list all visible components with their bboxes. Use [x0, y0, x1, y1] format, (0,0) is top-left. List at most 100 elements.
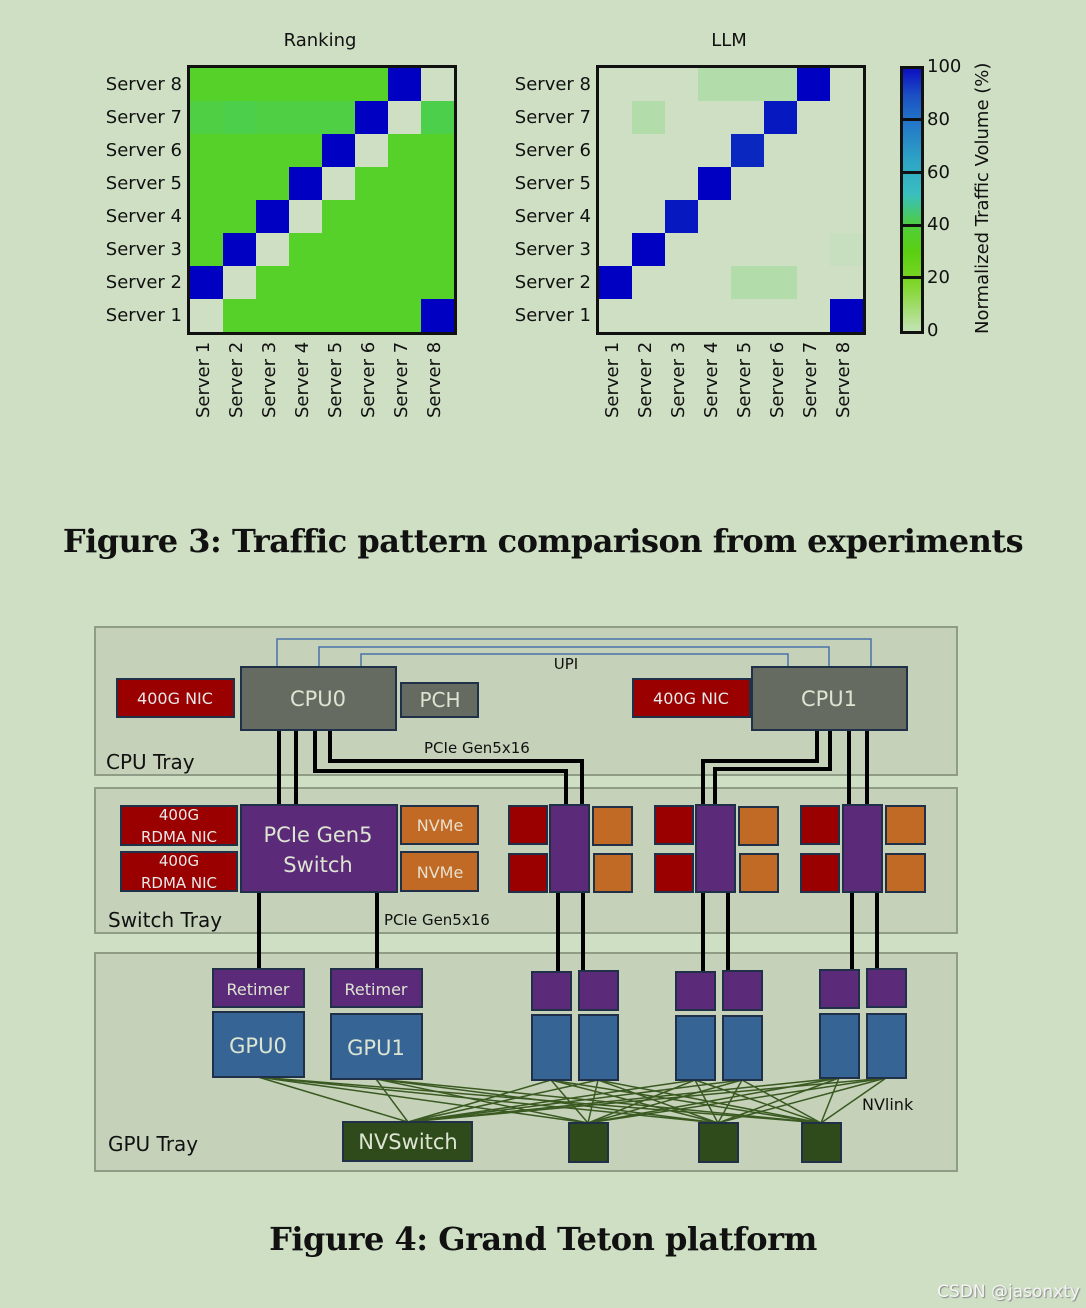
pch — [400, 682, 479, 718]
svg-text:CPU1: CPU1 — [801, 687, 857, 711]
heatmap-cell — [256, 299, 289, 332]
heatmap-cell — [698, 167, 731, 200]
heatmap-cell — [698, 101, 731, 134]
heatmap-cell — [599, 200, 632, 233]
colorbar — [900, 66, 924, 334]
heatmap-cell — [731, 299, 764, 332]
heatmap-cell — [665, 167, 698, 200]
svg-text:NVSwitch: NVSwitch — [358, 1130, 458, 1154]
svg-text:400G NIC: 400G NIC — [653, 689, 729, 708]
svg-text:Retimer: Retimer — [227, 980, 290, 999]
y-axis-label: Server 7 — [514, 107, 591, 128]
y-axis-label: Server 3 — [514, 239, 591, 260]
heatmap-cell — [190, 134, 223, 167]
heatmap-cell — [256, 134, 289, 167]
heatmap-cell — [223, 299, 256, 332]
heatmap-cell — [731, 266, 764, 299]
heatmap-cell — [830, 68, 863, 101]
svg-text:NVMe: NVMe — [417, 816, 464, 835]
heatmap-cell — [256, 68, 289, 101]
heatmap-cell — [388, 299, 421, 332]
heatmap-cell — [698, 68, 731, 101]
heatmap-cell — [289, 266, 322, 299]
heatmap-cell — [421, 167, 454, 200]
svg-text:400G NIC: 400G NIC — [137, 689, 213, 708]
svg-text:400G: 400G — [159, 852, 199, 870]
heatmap-cell — [421, 101, 454, 134]
heatmap-cell — [632, 200, 665, 233]
nic-1 — [632, 678, 751, 718]
ranking-title: Ranking — [283, 30, 357, 51]
heatmap-cell — [665, 200, 698, 233]
heatmap-cell — [421, 233, 454, 266]
heatmap-cell — [830, 233, 863, 266]
heatmap-cell — [322, 68, 355, 101]
heatmap-cell — [665, 233, 698, 266]
heatmap-cell — [223, 101, 256, 134]
colorbar-label-60: 60 — [927, 162, 950, 183]
heatmap-cell — [223, 200, 256, 233]
heatmap-cell — [665, 266, 698, 299]
heatmap-cell — [421, 266, 454, 299]
heatmap-cell — [355, 233, 388, 266]
heatmap-cell — [388, 101, 421, 134]
heatmap-cell — [764, 101, 797, 134]
gpu0 — [212, 1011, 305, 1078]
heatmap-cell — [764, 68, 797, 101]
heatmap-cell — [764, 167, 797, 200]
svg-text:NVMe: NVMe — [417, 863, 464, 882]
colorbar-label-0: 0 — [927, 320, 939, 341]
heatmap-cell — [599, 101, 632, 134]
heatmap-cell — [190, 101, 223, 134]
svg-text:Switch: Switch — [283, 853, 352, 877]
heatmap-cell — [322, 299, 355, 332]
heatmap-cell — [256, 200, 289, 233]
heatmap-cell — [797, 299, 830, 332]
heatmap-cell — [421, 299, 454, 332]
svg-text:GPU0: GPU0 — [229, 1034, 287, 1058]
heatmap-cell — [190, 68, 223, 101]
y-axis-label: Server 8 — [514, 74, 591, 95]
heatmap-cell — [355, 266, 388, 299]
heatmap-cell — [388, 266, 421, 299]
heatmap-cell — [698, 266, 731, 299]
heatmap-cell — [797, 101, 830, 134]
nvme-1 — [400, 851, 479, 892]
heatmap-cell — [223, 233, 256, 266]
heatmap-cell — [764, 233, 797, 266]
pcie-label-cpu: PCIe Gen5x16 — [424, 739, 530, 757]
heatmap-cell — [289, 101, 322, 134]
heatmap-cell — [421, 134, 454, 167]
y-axis-label: Server 1 — [105, 305, 182, 326]
heatmap-cell — [797, 167, 830, 200]
gpu1 — [330, 1013, 423, 1080]
cpu1 — [751, 666, 908, 731]
nvme-0 — [400, 805, 479, 845]
nvlink-label: NVlink — [862, 1095, 914, 1114]
heatmap-cell — [830, 167, 863, 200]
switch-group-1 — [508, 804, 633, 893]
heatmap-cell — [830, 266, 863, 299]
colorbar-label-40: 40 — [927, 214, 950, 235]
heatmap-cell — [797, 200, 830, 233]
heatmap-cell — [388, 200, 421, 233]
heatmap-cell — [797, 134, 830, 167]
heatmap-cell — [599, 167, 632, 200]
heatmap-cell — [388, 68, 421, 101]
llm-title: LLM — [711, 30, 747, 51]
y-axis-label: Server 5 — [105, 173, 182, 194]
heatmap-cell — [731, 167, 764, 200]
nvswitch-1 — [568, 1122, 609, 1163]
heatmap-cell — [256, 266, 289, 299]
heatmap-cell — [256, 101, 289, 134]
y-axis-label: Server 6 — [105, 140, 182, 161]
y-axis-label: Server 2 — [514, 272, 591, 293]
y-axis-label: Server 7 — [105, 107, 182, 128]
pcie-switch — [240, 804, 398, 893]
switch-group-3 — [800, 804, 926, 893]
y-axis-label: Server 5 — [514, 173, 591, 194]
heatmap-cell — [599, 233, 632, 266]
heatmap-cell — [764, 299, 797, 332]
heatmap-cell — [698, 134, 731, 167]
heatmap-cell — [599, 134, 632, 167]
